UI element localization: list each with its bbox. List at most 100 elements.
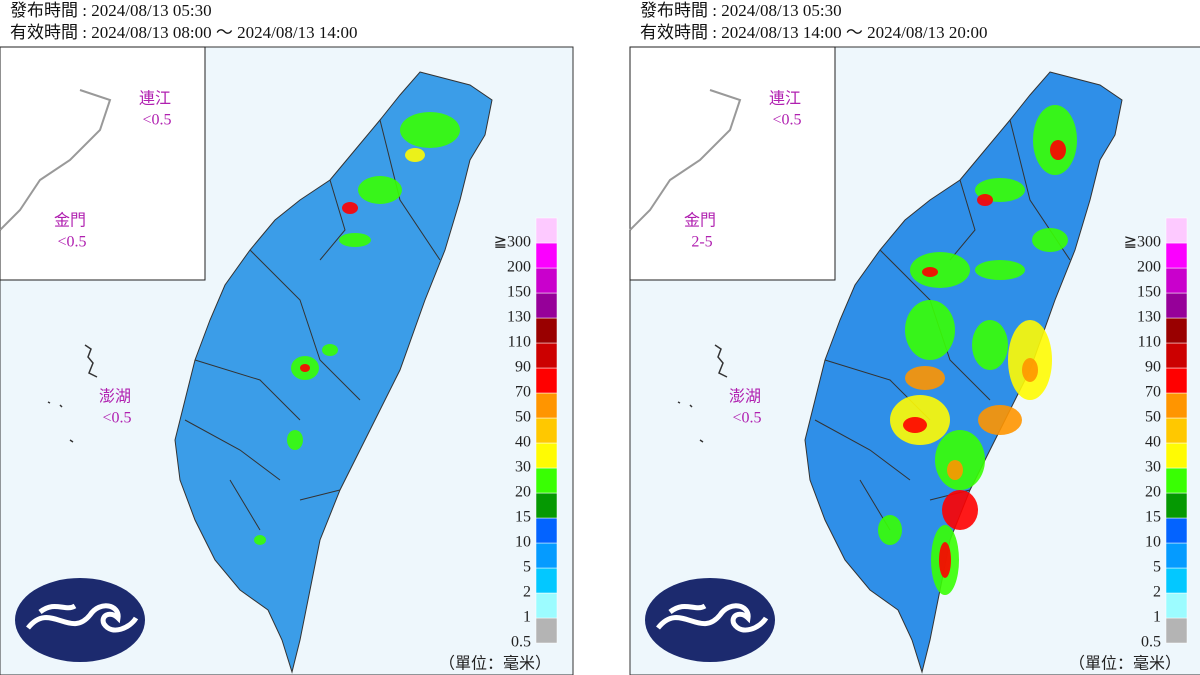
legend-swatch	[535, 367, 558, 394]
unit-label: （單位：毫米）	[1069, 654, 1181, 673]
rain-area	[358, 176, 402, 204]
rain-area	[1032, 228, 1068, 252]
inset-name: 連江	[139, 90, 171, 108]
county-borders	[184, 119, 441, 531]
rain-area	[922, 267, 938, 277]
rain-area	[972, 320, 1008, 370]
legend-label: 130	[1137, 309, 1161, 326]
rain-area	[1022, 358, 1038, 382]
legend-swatch	[1165, 292, 1188, 319]
legend-swatch	[535, 417, 558, 444]
legend-label: 15	[1145, 509, 1161, 526]
inset-value: <0.5	[772, 112, 801, 129]
legend-label: 150	[1137, 284, 1161, 301]
legend-swatch	[535, 517, 558, 544]
legend-label: 1	[1153, 609, 1161, 626]
legend-label: 70	[1145, 384, 1161, 401]
legend-label: 20	[1145, 484, 1161, 501]
inset-value: <0.5	[102, 410, 131, 427]
legend-swatch	[1165, 242, 1188, 269]
legend-swatch	[1165, 217, 1188, 244]
inset-coast	[629, 89, 742, 231]
legend-swatch	[535, 267, 558, 294]
inset-name: 金門	[684, 212, 716, 230]
legend-swatch	[535, 217, 558, 244]
legend-label: 0.5	[511, 634, 531, 651]
rain-area	[975, 260, 1025, 280]
inset-value: <0.5	[142, 112, 171, 129]
rain-area	[903, 417, 927, 433]
rain-area	[905, 366, 945, 390]
inset-name: 連江	[769, 90, 801, 108]
panel: 發布時間 : 2024/08/13 05:30 有效時間 : 2024/08/13…	[629, 1, 1200, 675]
rain-area	[405, 148, 425, 162]
legend-label: 50	[515, 409, 531, 426]
rain-area	[905, 300, 955, 360]
legend-swatch	[1165, 617, 1188, 644]
valid-time: 有效時間 : 2024/08/13 08:00 ～ 2024/08/13 14:…	[10, 23, 358, 42]
legend-swatch	[535, 492, 558, 519]
logo	[15, 578, 145, 662]
legend-label: 10	[515, 534, 531, 551]
legend-swatch	[1165, 367, 1188, 394]
legend-swatch	[1165, 392, 1188, 419]
inset-name: 澎湖	[99, 388, 131, 406]
legend-label: 130	[507, 309, 531, 326]
legend-label: 40	[1145, 434, 1161, 451]
rain-area	[910, 252, 970, 288]
legend-swatch	[1165, 467, 1188, 494]
rain-area	[1050, 140, 1066, 160]
legend-label: 0.5	[1141, 634, 1161, 651]
inset-name: 金門	[54, 212, 86, 230]
rain-area	[942, 490, 978, 530]
legend-label: 2	[1153, 584, 1161, 601]
legend-swatch	[1165, 567, 1188, 594]
rain-area	[342, 202, 358, 214]
rain-area	[939, 542, 951, 578]
legend-swatch	[1165, 542, 1188, 569]
legend-label: 110	[508, 334, 531, 351]
legend-label: 10	[1145, 534, 1161, 551]
legend-label: 90	[1145, 359, 1161, 376]
rain-area	[978, 405, 1022, 435]
legend-label: 5	[1153, 559, 1161, 576]
valid-time: 有效時間 : 2024/08/13 14:00 ～ 2024/08/13 20:…	[640, 23, 988, 42]
rain-area	[254, 535, 266, 545]
legend-label: ≧300	[494, 234, 531, 251]
legend-label: 110	[1138, 334, 1161, 351]
legend-swatch	[535, 542, 558, 569]
legend-label: 5	[523, 559, 531, 576]
rain-area	[339, 233, 371, 247]
legend-swatch	[1165, 417, 1188, 444]
penghu-islands	[677, 344, 728, 443]
legend-swatch	[535, 567, 558, 594]
inset-coast	[0, 89, 112, 231]
legend-label: 150	[507, 284, 531, 301]
legend-label: 30	[515, 459, 531, 476]
inset-box	[629, 46, 836, 281]
legend-swatch	[535, 392, 558, 419]
inset-name: 澎湖	[729, 388, 761, 406]
unit-label: （單位：毫米）	[439, 654, 551, 673]
rain-area	[322, 344, 338, 356]
inset-box	[0, 46, 206, 281]
legend-swatch	[535, 467, 558, 494]
panel: 發布時間 : 2024/08/13 05:30 有效時間 : 2024/08/13…	[0, 1, 574, 675]
legend-label: 30	[1145, 459, 1161, 476]
penghu-islands	[47, 344, 98, 443]
logo	[645, 578, 775, 662]
legend-swatch	[1165, 267, 1188, 294]
inset-value: 2-5	[691, 234, 712, 251]
rain-area	[935, 430, 985, 490]
legend-swatch	[535, 617, 558, 644]
legend-label: 90	[515, 359, 531, 376]
inset-value: <0.5	[57, 234, 86, 251]
inset-value: <0.5	[732, 410, 761, 427]
legend-swatch	[1165, 342, 1188, 369]
legend-swatch	[1165, 592, 1188, 619]
legend-label: 200	[507, 259, 531, 276]
rain-area	[300, 364, 310, 372]
legend-swatch	[1165, 317, 1188, 344]
rain-area	[977, 194, 993, 206]
